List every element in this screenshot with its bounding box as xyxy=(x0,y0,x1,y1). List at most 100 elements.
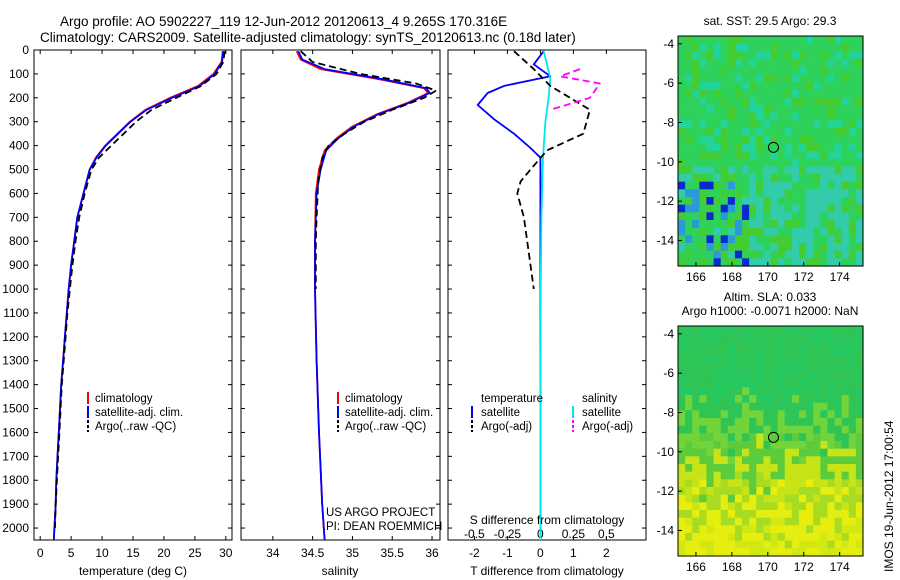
map-cell xyxy=(706,135,715,144)
map-cell xyxy=(777,97,786,106)
map-y-tick-label: -10 xyxy=(657,155,675,169)
map-cell xyxy=(820,341,829,350)
map-cell xyxy=(791,151,800,160)
map-cell xyxy=(756,433,764,442)
map-cell xyxy=(756,74,764,83)
map-cell xyxy=(727,151,736,160)
map-cell xyxy=(706,158,715,167)
map-cell xyxy=(806,479,814,488)
map-cell xyxy=(770,166,779,175)
pi-annotation: PI: DEAN ROEMMICH xyxy=(326,521,442,533)
map-cell xyxy=(742,220,750,229)
map-cell xyxy=(784,82,793,91)
map-cell xyxy=(713,36,722,45)
map-cell xyxy=(770,105,779,114)
map-cell xyxy=(820,181,829,190)
y-tick-label: 1100 xyxy=(3,306,29,320)
map-cell xyxy=(777,533,786,542)
map-cell xyxy=(848,525,857,534)
map-cell xyxy=(813,220,821,229)
map-cell xyxy=(763,471,772,480)
map-cell xyxy=(742,66,750,75)
map-cell xyxy=(756,456,764,465)
map-cell xyxy=(749,548,757,557)
map-cell xyxy=(713,364,722,373)
map-cell xyxy=(756,197,764,206)
map-y-tick-label: -8 xyxy=(663,405,674,419)
map-cell xyxy=(742,494,750,503)
map-cell xyxy=(770,82,779,91)
map-cell xyxy=(777,181,786,190)
map-cell xyxy=(742,471,750,480)
map-cell xyxy=(742,418,750,427)
map-cell xyxy=(841,212,850,221)
map-cell xyxy=(855,387,864,396)
map-cell xyxy=(770,128,779,137)
map-cell xyxy=(713,120,722,129)
map-cell xyxy=(756,189,764,198)
map-cell xyxy=(756,105,764,114)
map-cell xyxy=(713,51,722,60)
map-cell xyxy=(777,548,786,557)
map-cell xyxy=(848,204,857,213)
map-cell xyxy=(756,464,764,473)
map-cell xyxy=(784,43,793,52)
map-cell xyxy=(756,402,764,411)
map-cell xyxy=(820,258,829,267)
map-cell xyxy=(692,333,700,342)
map-cell xyxy=(763,74,772,83)
map-cell xyxy=(685,471,693,480)
argo-location-marker xyxy=(767,141,779,153)
map-cell xyxy=(734,433,743,442)
map-cell xyxy=(685,258,693,267)
map-cell xyxy=(777,479,786,488)
map-cell xyxy=(827,181,836,190)
map-cell xyxy=(848,356,857,365)
map-cell xyxy=(834,510,843,519)
map-cell xyxy=(749,525,757,534)
map-cell xyxy=(791,540,800,549)
map-cell xyxy=(699,410,708,419)
map-cell xyxy=(734,517,743,526)
map-cell xyxy=(784,510,793,519)
map-cell xyxy=(770,112,779,121)
map-cell xyxy=(784,487,793,496)
map-cell xyxy=(806,174,814,183)
sla-map-title-1: Altim. SLA: 0.033 xyxy=(724,290,817,304)
map-cell xyxy=(734,82,743,91)
map-cell xyxy=(834,174,843,183)
series-line-salinity-satellite xyxy=(539,50,552,540)
map-cell xyxy=(791,82,800,91)
map-cell xyxy=(706,181,715,190)
map-cell xyxy=(777,510,786,519)
map-cell xyxy=(678,456,686,465)
map-cell xyxy=(734,250,743,259)
map-cell xyxy=(841,143,850,152)
map-cell xyxy=(763,379,772,388)
map-cell xyxy=(834,425,843,434)
map-cell xyxy=(855,97,864,106)
map-cell xyxy=(713,395,722,404)
map-cell xyxy=(784,212,793,221)
map-cell xyxy=(777,456,786,465)
map-cell xyxy=(791,517,800,526)
s-tick-label: -0.5 xyxy=(464,527,485,541)
map-cell xyxy=(806,36,814,45)
map-cell xyxy=(685,235,693,244)
map-cell xyxy=(734,51,743,60)
map-cell xyxy=(720,395,729,404)
map-cell xyxy=(692,235,700,244)
map-cell xyxy=(727,395,736,404)
map-cell xyxy=(763,418,772,427)
map-cell xyxy=(798,372,807,381)
map-cell xyxy=(784,143,793,152)
map-cell xyxy=(720,341,729,350)
map-cell xyxy=(685,105,693,114)
map-cell xyxy=(727,479,736,488)
map-cell xyxy=(784,494,793,503)
map-cell xyxy=(692,464,700,473)
map-cell xyxy=(813,120,821,129)
map-cell xyxy=(734,66,743,75)
map-cell xyxy=(685,533,693,542)
map-cell xyxy=(820,235,829,244)
